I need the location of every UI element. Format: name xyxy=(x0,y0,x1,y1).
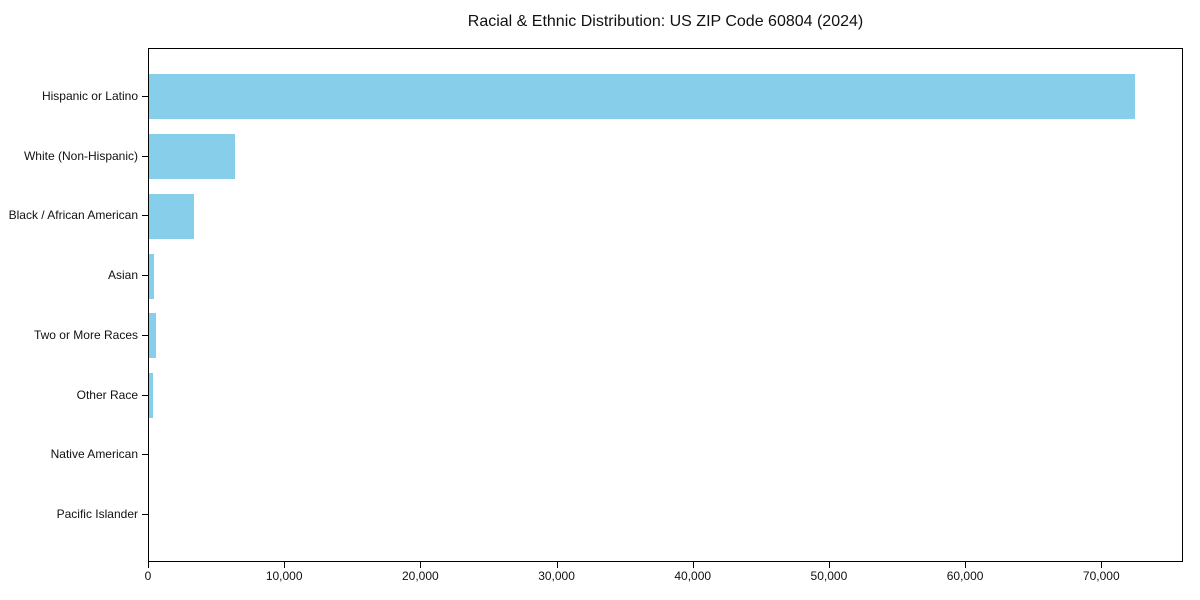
x-tick-label-50000: 50,000 xyxy=(810,569,848,583)
x-tick-label-0: 0 xyxy=(144,569,152,583)
bar-white-non-hispanic xyxy=(149,134,235,180)
bar-asian xyxy=(149,253,154,299)
x-tick-label-20000: 20,000 xyxy=(402,569,439,583)
y-tick-mark xyxy=(142,215,148,217)
plot-area xyxy=(148,48,1183,562)
y-tick-label-black-african-american: Black / African American xyxy=(8,208,138,223)
y-tick-mark xyxy=(142,275,148,277)
y-tick-mark xyxy=(142,334,148,336)
y-tick-label-other-race: Other Race xyxy=(76,387,138,402)
x-tick-label-30000: 30,000 xyxy=(538,569,575,583)
x-tick-mark xyxy=(148,562,149,568)
x-tick-mark xyxy=(420,562,422,568)
y-tick-label-hispanic-or-latino: Hispanic or Latino xyxy=(41,88,138,103)
y-tick-label-white-non-hispanic: White (Non-Hispanic) xyxy=(23,148,138,163)
y-tick-label-two-or-more-races: Two or More Races xyxy=(33,327,138,342)
x-tick-label-60000: 60,000 xyxy=(946,569,984,583)
bar-black-african-american xyxy=(149,193,194,239)
y-tick-label-native-american: Native American xyxy=(50,447,138,462)
y-tick-label-asian: Asian xyxy=(107,268,138,283)
x-tick-label-10000: 10,000 xyxy=(265,569,303,583)
x-tick-mark xyxy=(556,562,558,568)
y-tick-label-pacific-islander: Pacific Islander xyxy=(56,507,138,522)
y-tick-mark xyxy=(142,155,148,157)
chart-title: Racial & Ethnic Distribution: US ZIP Cod… xyxy=(467,13,864,30)
x-tick-mark xyxy=(692,562,694,568)
x-tick-mark xyxy=(828,562,830,568)
y-tick-mark xyxy=(142,95,148,97)
y-tick-mark xyxy=(142,454,148,456)
y-tick-mark xyxy=(142,514,148,516)
x-tick-label-70000: 70,000 xyxy=(1082,569,1120,583)
bar-two-or-more-races xyxy=(149,313,156,359)
x-tick-mark xyxy=(965,562,967,568)
x-tick-mark xyxy=(1101,562,1103,568)
y-tick-mark xyxy=(142,394,148,396)
x-tick-mark xyxy=(284,562,286,568)
x-tick-label-40000: 40,000 xyxy=(674,569,712,583)
bar-hispanic-or-latino xyxy=(149,74,1135,120)
bar-other-race xyxy=(149,373,153,419)
